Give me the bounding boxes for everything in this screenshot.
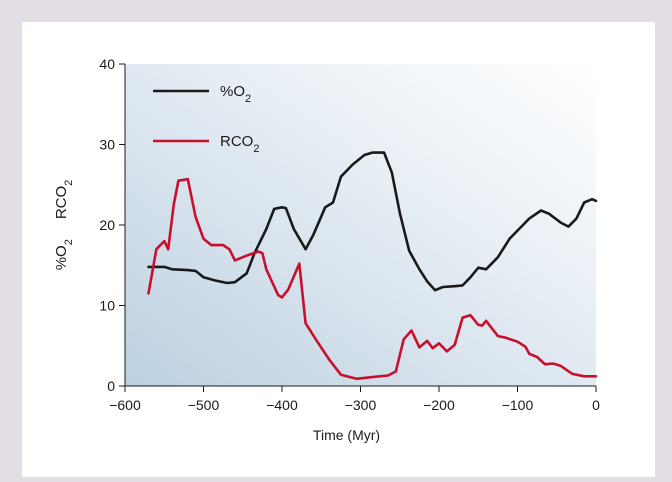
legend-label-%o2: %O2 [220, 83, 251, 105]
x-tick-label: −600 [109, 397, 141, 413]
y-tick-label: 40 [99, 56, 115, 72]
series-line-%o2 [147, 151, 598, 292]
x-tick-label: 0 [592, 397, 600, 413]
x-tick-label: −300 [345, 397, 377, 413]
y-tick-label: 30 [99, 137, 115, 153]
legend-label-sub: 2 [253, 143, 259, 155]
chart-figure: −600 −500 −400 −300 −200 −100 0 0 10 20 30 40 Time (… [22, 22, 655, 477]
series-line-rco2 [147, 177, 598, 381]
y-axis-title-rco2-sub: 2 [63, 180, 75, 186]
legend-label-rco2: RCO2 [220, 133, 259, 155]
y-tick-label: 0 [107, 378, 115, 394]
legend-label-main: %O [220, 83, 245, 100]
y-tick-label: 20 [99, 217, 115, 233]
x-axis-title: Time (Myr) [313, 427, 380, 443]
y-axis-title-rco2: RCO [53, 186, 70, 219]
line-chart: −600 −500 −400 −300 −200 −100 0 0 10 20 30 40 Time (… [53, 56, 600, 443]
legend: %O2RCO2 [153, 83, 259, 155]
plot-area [125, 64, 596, 386]
axes: −600 −500 −400 −300 −200 −100 0 0 10 20 30 40 Time (… [53, 56, 600, 443]
y-axis-title-o2-sub: 2 [63, 239, 75, 245]
x-tick-label: −500 [188, 397, 220, 413]
x-tick-label: −400 [266, 397, 298, 413]
series-layer [147, 151, 598, 381]
y-tick-label: 10 [99, 298, 115, 314]
legend-label-sub: 2 [245, 93, 251, 105]
x-tick-label: −100 [502, 397, 534, 413]
legend-label-main: RCO [220, 133, 253, 150]
y-axis-title-o2: %O [53, 245, 70, 270]
y-axis-title: %O2RCO2 [53, 180, 75, 271]
x-tick-label: −200 [423, 397, 455, 413]
